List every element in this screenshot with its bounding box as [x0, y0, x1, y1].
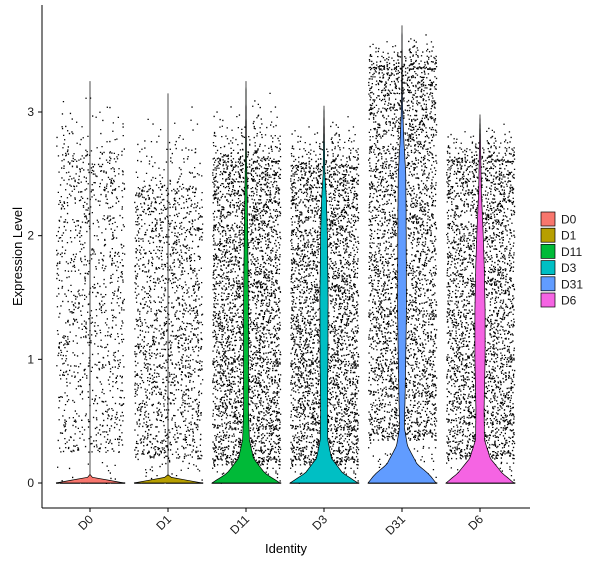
legend-item-D6: D6: [540, 292, 577, 308]
y-tick-label: 1: [27, 352, 34, 366]
x-tick-label: D31: [383, 512, 409, 538]
legend-swatch: [540, 227, 556, 243]
x-tick-label: D11: [227, 512, 252, 537]
violin-D6: [445, 114, 515, 484]
x-tick-label: D1: [153, 512, 174, 533]
legend-swatch: [540, 292, 556, 308]
x-tick-label: D6: [465, 512, 486, 533]
legend-swatch: [540, 211, 556, 227]
violin-D1: [133, 93, 203, 484]
legend-label: D6: [561, 294, 577, 308]
violins: [55, 25, 515, 484]
x-ticks: D0 D1 D11 D3 D31 D6: [75, 508, 486, 538]
violin-D0: [55, 81, 125, 484]
legend-label: D1: [561, 229, 577, 243]
points-D1: [134, 106, 204, 484]
legend-item-D0: D0: [540, 211, 577, 227]
legend-item-D11: D11: [540, 244, 582, 259]
y-tick-label: 3: [27, 105, 34, 119]
y-tick-label: 2: [27, 229, 34, 243]
jitter-points-D3: [290, 116, 360, 484]
x-axis-title: Identity: [265, 541, 307, 556]
y-ticks: 0 1 2 3: [27, 105, 42, 490]
violin-D31: [367, 25, 437, 484]
legend-label: D11: [561, 245, 582, 259]
legend-swatch: [540, 260, 556, 275]
points-D3: [290, 116, 360, 484]
legend-label: D3: [561, 261, 577, 275]
violin-D11: [210, 81, 282, 484]
violin-D3: [288, 105, 360, 484]
legend-swatch: [540, 276, 556, 292]
legend-label: D31: [561, 277, 583, 291]
y-axis-title: Expression Level: [10, 207, 25, 306]
legend: D0 D1 D11 D3 D31 D6: [540, 211, 583, 308]
points-D0: [56, 97, 126, 484]
jitter-points-D1: [134, 106, 204, 484]
jitter-points: [56, 34, 516, 484]
y-tick-label: 0: [27, 476, 34, 490]
x-tick-label: D0: [75, 512, 96, 533]
legend-item-D1: D1: [540, 227, 577, 243]
legend-item-D3: D3: [540, 260, 577, 275]
legend-swatch: [540, 244, 556, 259]
jitter-points-D0: [56, 97, 126, 484]
legend-label: D0: [561, 213, 577, 227]
legend-item-D31: D31: [540, 276, 583, 292]
x-tick-label: D3: [309, 512, 330, 533]
